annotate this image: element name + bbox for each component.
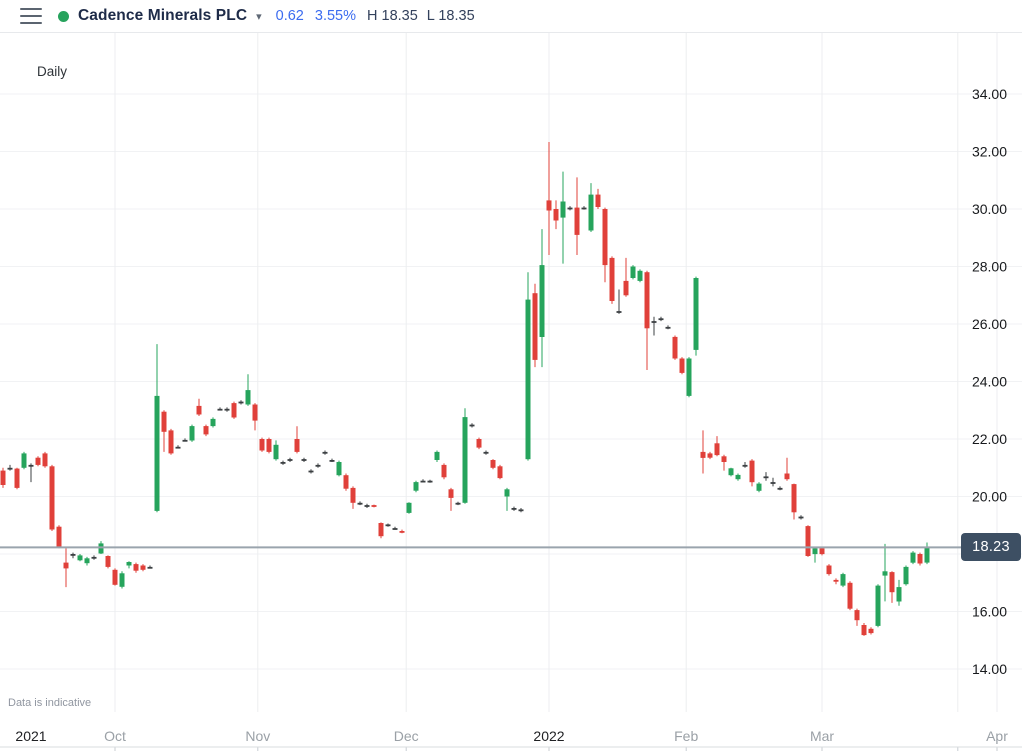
svg-text:32.00: 32.00 — [972, 144, 1007, 160]
data-indicative-note: Data is indicative — [8, 697, 92, 709]
chevron-down-icon[interactable]: ▾ — [256, 10, 262, 23]
svg-text:24.00: 24.00 — [972, 374, 1007, 390]
market-open-status-dot — [58, 10, 69, 22]
svg-text:Feb: Feb — [674, 728, 698, 744]
svg-text:20.00: 20.00 — [972, 489, 1007, 505]
day-low: L 18.35 — [426, 8, 475, 24]
svg-text:Dec: Dec — [394, 728, 419, 744]
chart-header: Cadence Minerals PLC ▾ 0.62 3.55% H 18.3… — [0, 0, 1022, 33]
change-percent: 3.55% — [314, 8, 356, 24]
svg-text:Apr: Apr — [986, 728, 1008, 744]
svg-text:30.00: 30.00 — [972, 201, 1007, 217]
day-high: H 18.35 — [367, 8, 418, 24]
svg-text:16.00: 16.00 — [972, 604, 1007, 620]
interval-label: Daily — [37, 64, 68, 79]
svg-text:26.00: 26.00 — [972, 316, 1007, 332]
hamburger-menu-icon[interactable] — [20, 8, 42, 24]
svg-text:Mar: Mar — [810, 728, 834, 744]
change-value: 0.62 — [275, 8, 304, 24]
svg-text:2022: 2022 — [533, 728, 564, 744]
instrument-title: Cadence Minerals PLC — [78, 7, 248, 24]
svg-text:34.00: 34.00 — [972, 86, 1007, 102]
svg-text:22.00: 22.00 — [972, 431, 1007, 447]
candlestick-canvas[interactable]: 34.00 32.00 30.00 28.00 26.00 24.00 22.00 20.00… — [0, 33, 1022, 751]
last-price-badge: 18.23 — [961, 533, 1021, 561]
svg-text:28.00: 28.00 — [972, 259, 1007, 275]
svg-text:Nov: Nov — [245, 728, 270, 744]
svg-text:Oct: Oct — [104, 728, 126, 744]
svg-text:14.00: 14.00 — [972, 661, 1007, 677]
svg-text:2021: 2021 — [15, 728, 46, 744]
price-chart[interactable]: 34.00 32.00 30.00 28.00 26.00 24.00 22.00 20.00… — [0, 33, 1022, 751]
